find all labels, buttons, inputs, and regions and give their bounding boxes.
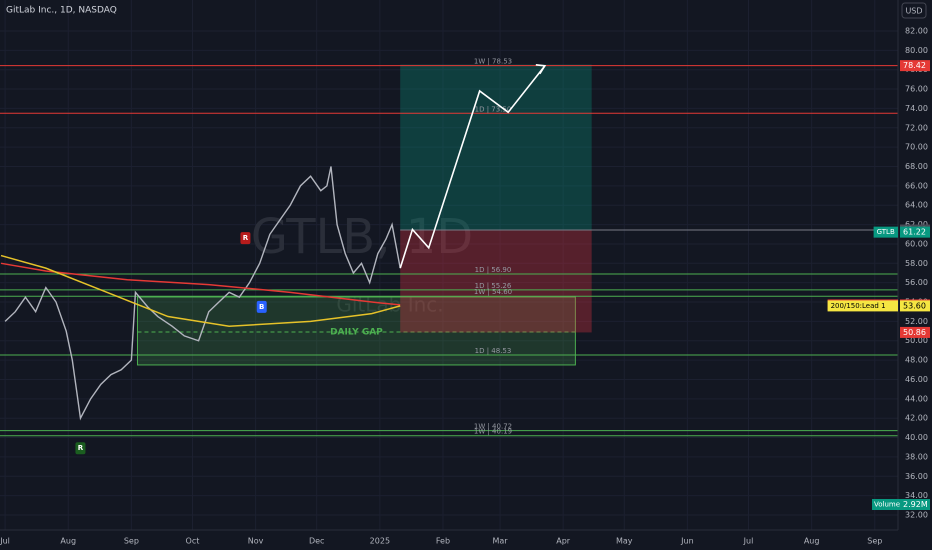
price-label-text: 78.42: [903, 61, 926, 70]
arrow-head: [535, 64, 547, 75]
x-tick-label: May: [616, 537, 633, 546]
y-tick-label: 82.00: [905, 26, 928, 35]
y-tick-label: 40.00: [905, 433, 928, 442]
symbol-title: GitLab Inc., 1D, NASDAQ: [6, 6, 117, 16]
y-tick-label: 60.00: [905, 239, 928, 248]
volume-name: Volume: [874, 501, 900, 509]
y-tick-label: 36.00: [905, 472, 928, 481]
series-line: [0, 254, 401, 327]
x-tick-label: Oct: [186, 537, 200, 546]
series-line: [0, 262, 401, 306]
level-label: 1W | 78.53: [474, 58, 512, 66]
level-label: 1D | 56.90: [475, 266, 512, 274]
y-tick-label: 38.00: [905, 452, 928, 461]
y-tick-label: 42.00: [905, 414, 928, 423]
marker-label: R: [78, 444, 84, 452]
x-tick-label: Apr: [556, 537, 571, 546]
series-name-text: GTLB: [877, 228, 895, 236]
y-tick-label: 66.00: [905, 181, 928, 190]
price-label-text: 53.60: [903, 301, 926, 310]
price-label: [900, 326, 930, 338]
x-tick-label: Sep: [124, 537, 139, 546]
gap-zone: [136, 296, 576, 366]
watermark: GTLB, 1D: [251, 209, 474, 265]
x-tick-label: Feb: [436, 537, 450, 546]
x-tick-label: Jun: [680, 537, 694, 546]
y-tick-label: 64.00: [905, 201, 928, 210]
y-tick-label: 50.00: [905, 336, 928, 345]
series-name-tag: [827, 300, 898, 312]
y-tick-label: 58.00: [905, 259, 928, 268]
series-line: [399, 65, 546, 269]
marker: [240, 232, 251, 245]
level-label: 1W | 54.60: [474, 288, 512, 296]
price-axis: [898, 0, 932, 550]
y-tick-label: 68.00: [905, 162, 928, 171]
stop-zone: [400, 230, 592, 333]
y-tick-label: 70.00: [905, 143, 928, 152]
y-tick-label: 76.00: [905, 85, 928, 94]
price-label: [900, 226, 930, 238]
y-tick-label: 48.00: [905, 356, 928, 365]
level-label: 1D | 73.50: [475, 105, 512, 113]
price-label-text: 61.22: [903, 228, 926, 237]
series-line: [4, 166, 401, 421]
volume-tag: [872, 499, 930, 510]
level-label: 1W | 40.19: [474, 428, 512, 436]
price-label-text: 50.86: [903, 328, 926, 337]
currency[interactable]: USD: [905, 7, 922, 16]
x-tick-label: Dec: [309, 537, 324, 546]
x-tick-label: Nov: [248, 537, 264, 546]
y-tick-label: 44.00: [905, 394, 928, 403]
level-label: 1D | 55.26: [475, 282, 512, 290]
x-tick-label: Sep: [867, 537, 882, 546]
marker: [256, 300, 267, 313]
x-tick-label: Mar: [492, 537, 508, 546]
y-tick-label: 34.00: [905, 491, 928, 500]
currency-button[interactable]: [901, 2, 927, 19]
target-zone: [400, 64, 592, 231]
x-tick-label: Jul: [0, 537, 10, 546]
x-tick-label: 2025: [370, 537, 390, 546]
level-label: 1W | 40.72: [474, 423, 512, 431]
x-tick-label: Aug: [60, 537, 76, 546]
marker-label: B: [259, 303, 264, 311]
y-tick-label: 74.00: [905, 104, 928, 113]
y-tick-label: 72.00: [905, 123, 928, 132]
marker-label: R: [243, 234, 249, 242]
y-tick-label: 52.00: [905, 317, 928, 326]
gap-label: DAILY GAP: [330, 328, 383, 338]
series-name-tag: [873, 226, 898, 238]
x-tick-label: Jul: [743, 537, 754, 546]
price-label: [900, 60, 930, 72]
series-name-text: 200/150:Lead 1: [831, 302, 886, 310]
y-tick-label: 32.00: [905, 510, 928, 519]
y-tick-label: 80.00: [905, 46, 928, 55]
volume-value: 2.92M: [903, 500, 928, 509]
y-tick-label: 46.00: [905, 375, 928, 384]
y-tick-label: 56.00: [905, 278, 928, 287]
marker: [75, 442, 86, 455]
price-label: [900, 300, 930, 312]
x-tick-label: Aug: [804, 537, 820, 546]
level-label: 1D | 48.53: [475, 347, 512, 355]
